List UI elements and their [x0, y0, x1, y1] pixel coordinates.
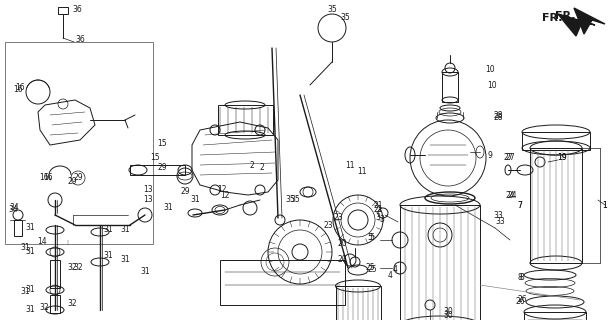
Text: 4: 4: [387, 270, 392, 279]
Text: 31: 31: [103, 252, 113, 260]
Text: 14: 14: [37, 237, 47, 246]
Text: 25: 25: [367, 266, 377, 275]
Text: 36: 36: [75, 36, 85, 44]
Bar: [58, 7, 68, 14]
Bar: [220, 260, 345, 305]
Text: 3: 3: [379, 215, 384, 225]
Polygon shape: [558, 14, 595, 36]
Text: 26: 26: [515, 298, 525, 307]
Text: 29: 29: [180, 188, 190, 196]
Text: 16: 16: [13, 85, 23, 94]
Text: 27: 27: [503, 154, 513, 163]
Text: 28: 28: [493, 110, 503, 119]
Text: 29: 29: [67, 178, 77, 187]
Bar: [14, 220, 22, 236]
Text: 2: 2: [249, 161, 254, 170]
Text: 31: 31: [163, 204, 173, 212]
Text: 33: 33: [495, 218, 505, 227]
Text: 35: 35: [340, 13, 350, 22]
Text: 10: 10: [485, 66, 495, 75]
Text: 32: 32: [73, 263, 83, 273]
Text: 25: 25: [365, 263, 375, 273]
Text: 31: 31: [190, 196, 200, 204]
Text: 23: 23: [333, 213, 343, 222]
Text: 10: 10: [487, 81, 497, 90]
Text: 16: 16: [39, 173, 49, 182]
Text: 26: 26: [517, 295, 527, 305]
Text: FR.: FR.: [542, 13, 562, 23]
Bar: [336, 286, 381, 320]
Text: 7: 7: [517, 201, 522, 210]
Text: 29: 29: [157, 164, 167, 172]
Text: 13: 13: [143, 186, 153, 195]
Text: FR.: FR.: [555, 11, 575, 21]
Bar: [218, 105, 273, 135]
Text: 5: 5: [370, 234, 375, 243]
Text: 21: 21: [373, 201, 382, 210]
Text: 31: 31: [120, 255, 130, 265]
Bar: [530, 148, 582, 263]
Text: 15: 15: [150, 154, 160, 163]
Text: 19: 19: [557, 154, 567, 163]
Text: 35: 35: [285, 196, 295, 204]
Text: 31: 31: [25, 223, 35, 233]
Text: 29: 29: [73, 173, 83, 182]
Text: 24: 24: [505, 191, 515, 201]
Text: 11: 11: [357, 167, 367, 177]
Bar: [400, 205, 480, 320]
Text: 35: 35: [290, 196, 300, 204]
Text: 20: 20: [337, 239, 347, 249]
Text: 31: 31: [25, 285, 35, 294]
Text: 24: 24: [507, 190, 517, 199]
Text: 30: 30: [443, 310, 453, 319]
Text: 8: 8: [520, 274, 525, 283]
Bar: [50, 295, 60, 313]
Text: 31: 31: [25, 247, 35, 257]
Bar: [130, 165, 185, 175]
Bar: [522, 132, 590, 150]
Bar: [50, 260, 60, 288]
Text: 34: 34: [8, 205, 18, 214]
Text: 23: 23: [323, 220, 333, 229]
Polygon shape: [574, 8, 605, 34]
Text: 16: 16: [43, 173, 53, 182]
Text: 1: 1: [603, 201, 608, 210]
Text: 36: 36: [72, 5, 82, 14]
Text: 5: 5: [368, 234, 373, 243]
Text: 30: 30: [443, 308, 453, 316]
Text: 13: 13: [143, 196, 153, 204]
Text: 11: 11: [345, 161, 355, 170]
Text: 1: 1: [603, 201, 608, 210]
Text: 2: 2: [260, 164, 264, 172]
Text: 3: 3: [376, 213, 381, 222]
Text: 7: 7: [517, 201, 522, 210]
Text: 31: 31: [120, 226, 130, 235]
Text: 31: 31: [25, 306, 35, 315]
Text: 31: 31: [140, 268, 150, 276]
Text: 15: 15: [157, 139, 167, 148]
Text: 31: 31: [20, 244, 30, 252]
Text: 12: 12: [220, 191, 230, 201]
Text: 28: 28: [493, 114, 503, 123]
Text: 12: 12: [217, 186, 227, 195]
Text: 31: 31: [20, 287, 30, 297]
Text: 8: 8: [518, 274, 522, 283]
Text: 9: 9: [487, 150, 492, 159]
Bar: [524, 312, 586, 320]
Text: 27: 27: [505, 154, 515, 163]
Text: 35: 35: [327, 5, 337, 14]
Text: 34: 34: [9, 204, 19, 212]
Text: 32: 32: [39, 303, 49, 313]
Text: 4: 4: [393, 266, 398, 275]
Text: 20: 20: [337, 255, 347, 265]
Text: 31: 31: [103, 226, 113, 235]
Text: 32: 32: [67, 299, 77, 308]
Bar: [5, 42, 153, 244]
Text: 33: 33: [493, 211, 503, 220]
Text: 21: 21: [373, 205, 382, 214]
Text: 16: 16: [15, 84, 25, 92]
Text: 32: 32: [67, 263, 77, 273]
Text: 19: 19: [557, 154, 567, 163]
Bar: [442, 72, 458, 102]
